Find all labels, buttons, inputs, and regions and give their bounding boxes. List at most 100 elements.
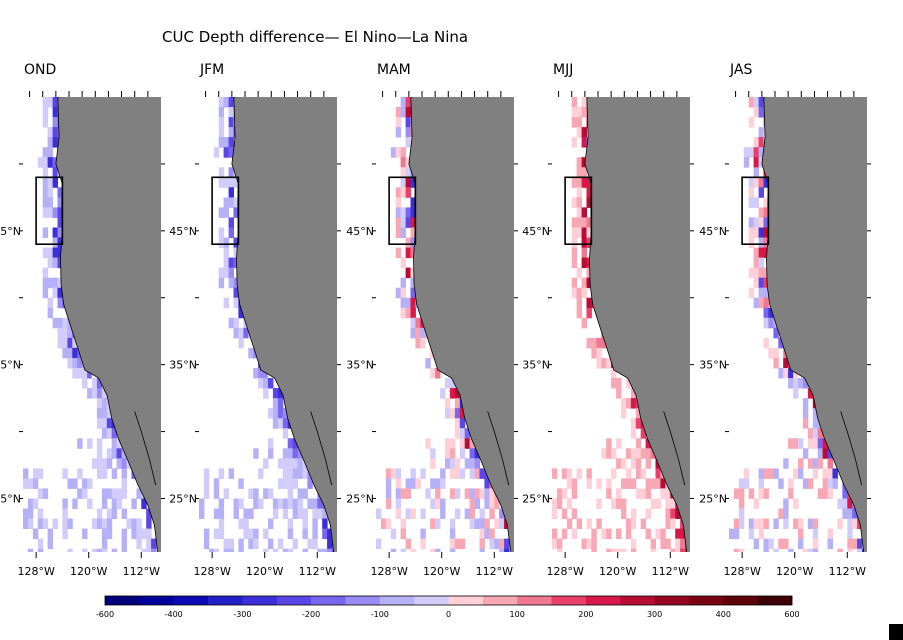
data-cell (571, 247, 578, 259)
data-cell (449, 468, 456, 479)
data-cell (748, 237, 755, 248)
data-cell (121, 548, 127, 552)
data-cell (454, 508, 461, 519)
data-cell (670, 518, 676, 529)
data-cell (645, 438, 651, 449)
data-cell (92, 518, 98, 529)
data-cell (842, 488, 848, 499)
data-cell (218, 107, 225, 118)
data-cell (410, 217, 416, 228)
land-mass (761, 97, 867, 552)
lon-tick-label: 120°W (246, 565, 283, 578)
data-cell (228, 187, 234, 198)
data-cell (37, 538, 44, 550)
data-cell (680, 518, 685, 529)
data-cell (111, 548, 118, 552)
data-cell (817, 438, 824, 449)
data-cell (116, 458, 122, 469)
data-cell (228, 317, 234, 329)
data-cell (420, 508, 426, 519)
data-cell (822, 468, 828, 479)
data-cell (218, 277, 225, 289)
data-cell (96, 408, 103, 419)
data-cell (763, 488, 769, 499)
data-cell (415, 317, 421, 329)
colorbar-swatch (585, 596, 621, 605)
data-cell (248, 488, 254, 499)
data-cell (670, 498, 676, 509)
data-cell (297, 508, 303, 519)
data-cell (400, 287, 406, 299)
data-cell (630, 518, 637, 529)
data-cell (47, 528, 53, 540)
data-cell (116, 438, 122, 449)
lat-tick-label: 45°N (699, 225, 727, 238)
data-cell (449, 408, 456, 419)
data-cell (52, 257, 58, 269)
lon-tick-label: 128°W (193, 565, 230, 578)
data-cell (635, 418, 642, 429)
data-cell (420, 468, 426, 479)
data-cell (395, 197, 402, 208)
data-cell (121, 528, 127, 540)
data-cell (277, 498, 284, 509)
data-cell (753, 167, 759, 178)
data-cell (27, 478, 34, 489)
data-cell (827, 478, 833, 489)
data-cell (778, 478, 784, 489)
data-cell (121, 448, 127, 459)
data-cell (606, 548, 612, 552)
data-cell (111, 468, 118, 479)
data-cell (489, 538, 495, 550)
data-cell (410, 267, 416, 279)
data-cell (37, 157, 44, 168)
data-cell (802, 418, 809, 429)
data-cell (812, 548, 819, 552)
data-cell (258, 368, 264, 379)
data-cell (277, 458, 284, 469)
data-cell (445, 458, 451, 469)
data-cell (62, 498, 68, 509)
data-cell (268, 438, 274, 449)
data-cell (561, 468, 568, 479)
data-cell (253, 538, 259, 550)
data-cell (131, 518, 137, 529)
data-cell (650, 448, 656, 459)
data-cell (430, 478, 436, 489)
data-cell (748, 518, 755, 529)
data-cell (141, 548, 147, 552)
data-cell (504, 518, 509, 529)
data-cell (793, 518, 799, 529)
data-cell (822, 478, 828, 489)
data-cell (52, 177, 58, 188)
data-cell (57, 197, 63, 208)
data-cell (77, 368, 83, 379)
data-cell (464, 428, 471, 439)
data-cell (52, 157, 58, 168)
data-cell (146, 508, 152, 519)
data-cell (566, 468, 573, 479)
data-cell (395, 508, 402, 519)
data-cell (576, 217, 582, 228)
data-cell (27, 548, 34, 552)
colorbar-swatch (173, 596, 209, 605)
data-cell (395, 478, 402, 489)
data-cell (748, 267, 755, 279)
data-cell (292, 508, 298, 519)
data-cell (400, 177, 406, 188)
data-cell (395, 488, 402, 499)
colorbar-swatch (379, 596, 415, 605)
lon-tick-label: 120°W (599, 565, 636, 578)
data-cell (410, 197, 416, 208)
data-cell (228, 267, 234, 279)
data-cell (571, 237, 578, 248)
data-cell (788, 488, 794, 499)
data-cell (415, 327, 421, 339)
data-cell (238, 498, 244, 509)
data-cell (390, 528, 397, 540)
data-cell (586, 257, 592, 269)
data-cell (218, 167, 225, 178)
data-cell (440, 468, 446, 479)
data-cell (238, 538, 244, 550)
data-cell (268, 448, 274, 459)
